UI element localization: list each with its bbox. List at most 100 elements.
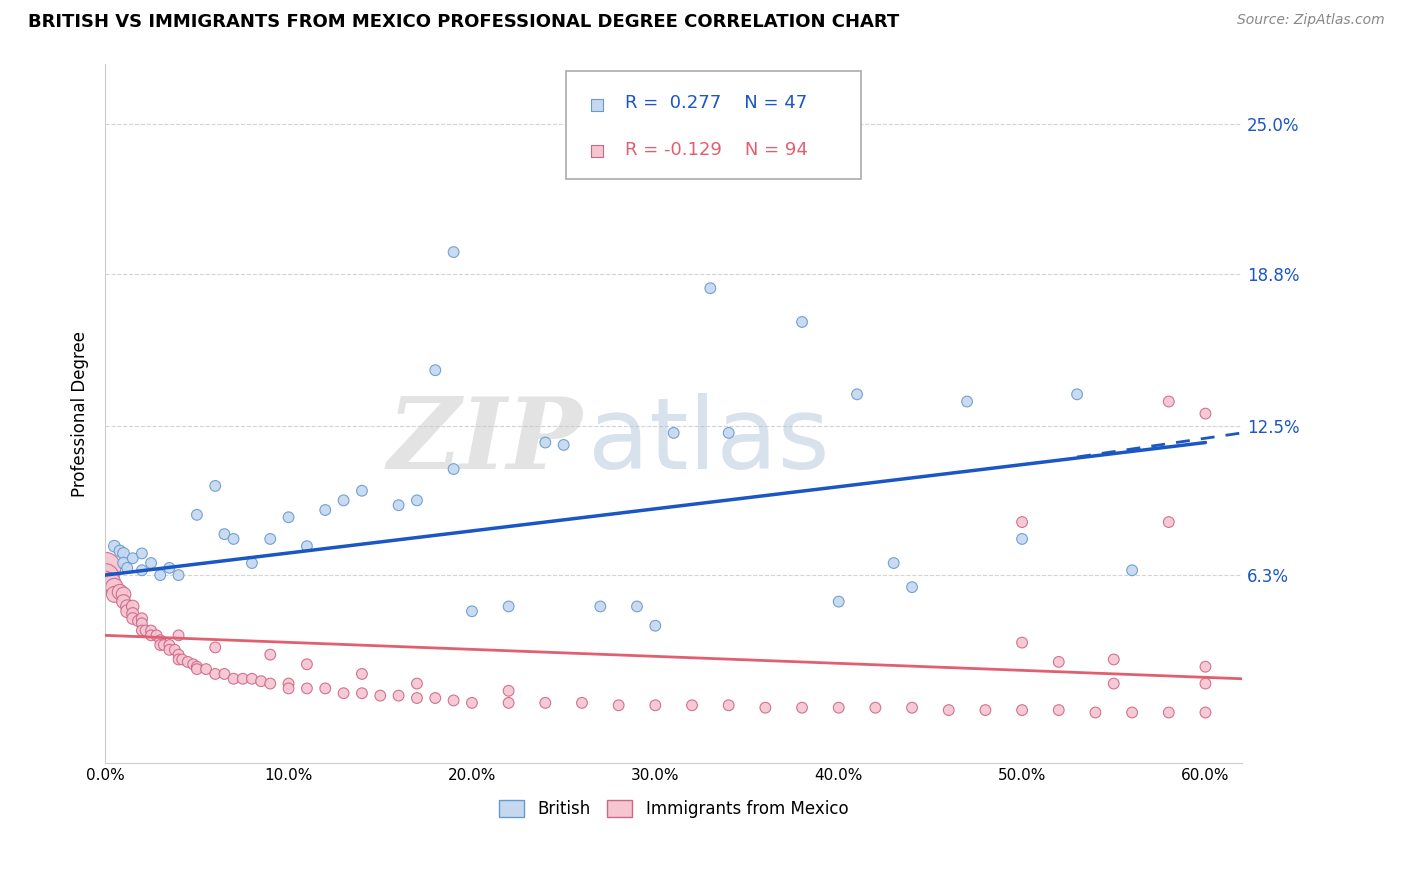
Point (145, 628, 167, 642)
Point (1121, 706, 1143, 720)
Point (121, 611, 143, 625)
Point (131, 624, 153, 638)
Point (100, 575, 122, 590)
Point (332, 686, 354, 700)
Point (626, 599, 648, 614)
Point (938, 703, 960, 717)
Point (443, 462, 465, 476)
Point (131, 563, 153, 577)
Point (1194, 659, 1216, 673)
Point (1011, 703, 1033, 717)
Point (350, 686, 373, 700)
Point (186, 659, 208, 673)
Point (131, 616, 153, 631)
Point (754, 700, 776, 714)
Text: ZIP: ZIP (388, 393, 582, 490)
Point (157, 643, 180, 657)
Point (139, 624, 162, 638)
Legend: British, Immigrants from Mexico: British, Immigrants from Mexico (492, 793, 855, 825)
Text: R = -0.129    N = 94: R = -0.129 N = 94 (624, 141, 807, 159)
Point (368, 689, 391, 703)
Point (846, 387, 869, 401)
Point (186, 508, 208, 522)
Point (461, 696, 484, 710)
Point (1157, 394, 1180, 409)
Point (974, 703, 997, 717)
Point (498, 696, 520, 710)
Point (406, 493, 429, 508)
Point (214, 667, 236, 681)
Point (103, 539, 125, 553)
Point (277, 510, 299, 524)
Text: BRITISH VS IMMIGRANTS FROM MEXICO PROFESSIONAL DEGREE CORRELATION CHART: BRITISH VS IMMIGRANTS FROM MEXICO PROFES… (28, 13, 900, 31)
Point (121, 607, 143, 621)
Point (350, 483, 373, 498)
Point (167, 568, 190, 582)
Point (332, 493, 354, 508)
Point (259, 532, 281, 546)
Point (167, 648, 190, 662)
Point (1157, 515, 1180, 529)
Point (314, 503, 336, 517)
Point (139, 628, 162, 642)
Point (108, 585, 131, 599)
Point (1194, 407, 1216, 421)
Point (295, 539, 318, 553)
Point (127, 614, 149, 628)
Point (1194, 676, 1216, 690)
Point (295, 681, 318, 696)
Point (157, 561, 180, 575)
Point (1121, 563, 1143, 577)
Point (135, 624, 157, 638)
Point (790, 315, 813, 329)
Point (232, 672, 254, 686)
Point (1249, 672, 1271, 686)
Point (121, 551, 143, 566)
Point (681, 698, 703, 713)
Point (115, 599, 138, 614)
Point (172, 652, 194, 666)
Point (157, 638, 180, 652)
Point (534, 435, 557, 450)
Point (314, 681, 336, 696)
Point (167, 628, 190, 642)
Point (295, 657, 318, 672)
Point (103, 587, 125, 601)
Point (717, 698, 740, 713)
Point (1047, 703, 1070, 717)
Point (865, 700, 887, 714)
Point (1011, 515, 1033, 529)
Point (406, 691, 429, 706)
Point (181, 657, 204, 672)
Point (195, 662, 218, 676)
FancyBboxPatch shape (565, 71, 862, 179)
Point (883, 556, 905, 570)
Point (1268, 700, 1291, 714)
Point (94, 561, 117, 575)
Point (589, 599, 612, 614)
Y-axis label: Professional Degree: Professional Degree (72, 331, 89, 497)
Point (259, 676, 281, 690)
Point (828, 700, 851, 714)
Point (350, 667, 373, 681)
Text: Source: ZipAtlas.com: Source: ZipAtlas.com (1237, 13, 1385, 28)
Point (956, 394, 979, 409)
Point (204, 640, 226, 655)
Point (1102, 652, 1125, 666)
Point (240, 556, 263, 570)
Point (498, 683, 520, 698)
Point (112, 587, 135, 601)
Point (115, 561, 138, 575)
Point (1066, 387, 1088, 401)
Point (388, 498, 411, 512)
Point (790, 700, 813, 714)
Point (108, 544, 131, 558)
Point (461, 604, 484, 618)
Point (388, 689, 411, 703)
Point (94, 570, 117, 584)
Point (250, 674, 273, 689)
Point (139, 556, 162, 570)
Point (121, 599, 143, 614)
Text: R =  0.277    N = 47: R = 0.277 N = 47 (624, 95, 807, 112)
Point (571, 696, 593, 710)
